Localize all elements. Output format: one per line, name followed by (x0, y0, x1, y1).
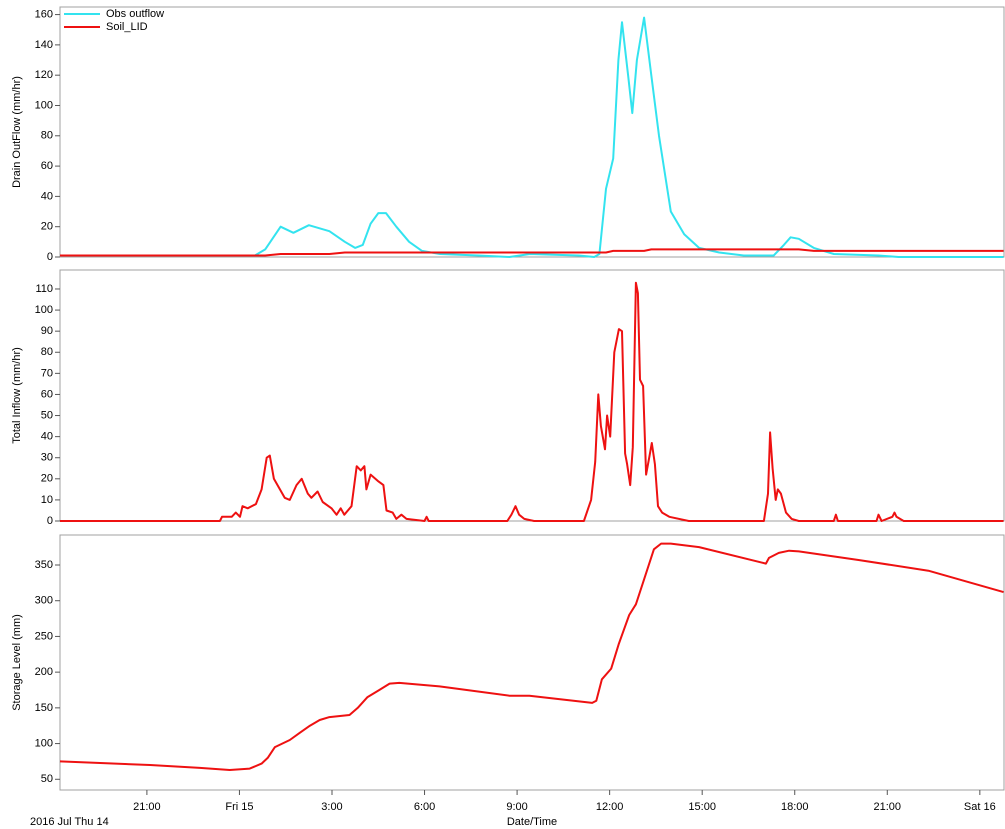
data-line (60, 281, 1004, 522)
x-tick-label: 21:00 (133, 801, 161, 813)
x-tick-label: Fri 15 (225, 801, 253, 813)
y-tick-label: 10 (41, 494, 53, 506)
y-tick-label: 120 (35, 69, 53, 81)
plot-frame (59, 269, 1005, 522)
y-tick-label: 0 (47, 251, 53, 263)
y-tick-label: 100 (35, 304, 53, 316)
y-axis-label: Total Inflow (mm/hr) (11, 347, 23, 444)
y-tick-label: 20 (41, 473, 53, 485)
y-axis-label: Storage Level (mm) (11, 614, 23, 711)
data-line (60, 16, 1004, 258)
y-tick-label: 100 (35, 737, 53, 749)
legend-label: Obs outflow (106, 8, 164, 20)
y-tick-label: 40 (41, 431, 53, 443)
y-tick-label: 150 (35, 702, 53, 714)
y-tick-label: 30 (41, 452, 53, 464)
data-line (60, 248, 1004, 257)
y-tick-label: 70 (41, 367, 53, 379)
y-tick-label: 350 (35, 559, 53, 571)
x-tick-label: 15:00 (688, 801, 716, 813)
plot-frame (59, 534, 1005, 791)
x-tick-label: 18:00 (781, 801, 809, 813)
y-tick-label: 90 (41, 325, 53, 337)
y-tick-label: 80 (41, 346, 53, 358)
y-tick-label: 80 (41, 130, 53, 142)
y-tick-label: 0 (47, 515, 53, 527)
y-axis-label: Drain OutFlow (mm/hr) (11, 76, 23, 188)
y-tick-label: 50 (41, 409, 53, 421)
plot-frame (59, 6, 1005, 258)
x-tick-label: 3:00 (321, 801, 342, 813)
y-tick-label: 200 (35, 666, 53, 678)
x-axis-label: Date/Time (507, 816, 557, 828)
y-tick-label: 60 (41, 388, 53, 400)
legend-label: Soil_LID (106, 21, 148, 33)
y-tick-label: 300 (35, 595, 53, 607)
x-tick-label: 6:00 (414, 801, 435, 813)
y-tick-label: 20 (41, 221, 53, 233)
y-tick-label: 110 (35, 283, 53, 295)
y-tick-label: 140 (35, 39, 53, 51)
y-tick-label: 160 (35, 8, 53, 20)
data-line (59, 542, 1004, 771)
y-tick-label: 100 (35, 99, 53, 111)
x-tick-label: Sat 16 (964, 801, 996, 813)
x-tick-label: 9:00 (506, 801, 527, 813)
y-tick-label: 60 (41, 160, 53, 172)
y-tick-label: 50 (41, 773, 53, 785)
x-start-label: 2016 Jul Thu 14 (30, 816, 109, 828)
y-tick-label: 250 (35, 630, 53, 642)
x-tick-label: 12:00 (596, 801, 624, 813)
x-tick-label: 21:00 (874, 801, 902, 813)
y-tick-label: 40 (41, 190, 53, 202)
